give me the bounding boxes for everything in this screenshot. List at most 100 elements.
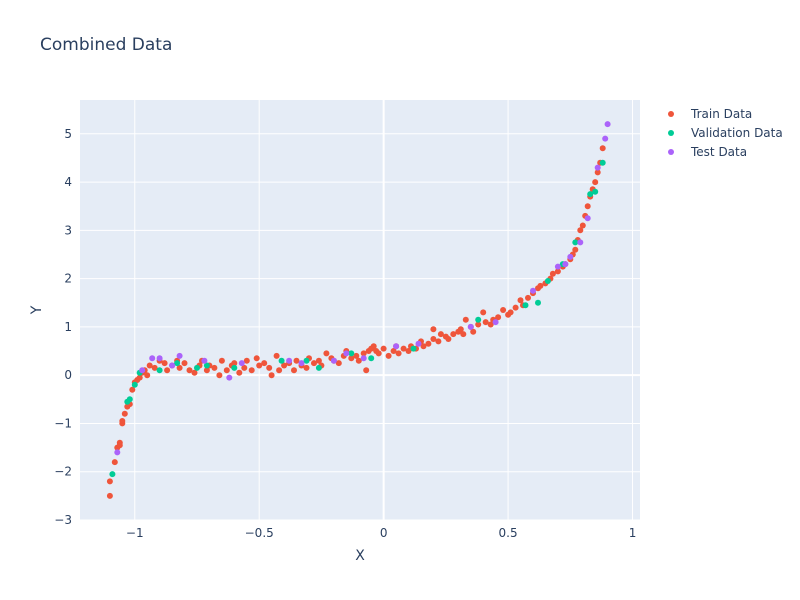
data-point[interactable] xyxy=(385,352,392,359)
data-point[interactable] xyxy=(176,364,183,371)
data-point[interactable] xyxy=(181,360,188,367)
data-point[interactable] xyxy=(281,362,288,369)
data-point[interactable] xyxy=(430,336,437,342)
data-point[interactable] xyxy=(430,326,437,333)
data-point[interactable] xyxy=(248,367,255,374)
data-point[interactable] xyxy=(238,360,245,367)
data-point[interactable] xyxy=(343,350,350,357)
data-point[interactable] xyxy=(562,261,569,268)
data-point[interactable] xyxy=(592,188,599,195)
data-point[interactable] xyxy=(482,319,489,326)
data-point[interactable] xyxy=(415,340,422,347)
legend-item[interactable]: Test Data xyxy=(668,145,747,159)
data-point[interactable] xyxy=(492,319,499,326)
data-point[interactable] xyxy=(139,367,146,374)
data-point[interactable] xyxy=(119,418,126,424)
data-point[interactable] xyxy=(577,239,584,246)
data-point[interactable] xyxy=(577,227,584,234)
data-point[interactable] xyxy=(149,355,156,362)
legend-item[interactable]: Train Data xyxy=(668,107,752,121)
data-point[interactable] xyxy=(273,352,280,359)
data-point[interactable] xyxy=(435,338,442,345)
data-point[interactable] xyxy=(151,364,158,371)
data-point[interactable] xyxy=(218,357,225,364)
data-point[interactable] xyxy=(156,355,163,362)
data-point[interactable] xyxy=(572,246,579,253)
data-point[interactable] xyxy=(286,357,293,364)
data-point[interactable] xyxy=(156,367,163,374)
data-point[interactable] xyxy=(475,321,482,328)
data-point[interactable] xyxy=(174,360,181,367)
data-point[interactable] xyxy=(355,357,362,364)
data-point[interactable] xyxy=(203,367,210,374)
data-point[interactable] xyxy=(109,471,116,478)
data-point[interactable] xyxy=(116,442,123,449)
data-point[interactable] xyxy=(604,121,611,128)
data-point[interactable] xyxy=(226,374,233,381)
data-point[interactable] xyxy=(241,364,248,371)
data-point[interactable] xyxy=(315,357,322,364)
data-point[interactable] xyxy=(470,328,477,335)
data-point[interactable] xyxy=(380,345,387,352)
data-point[interactable] xyxy=(410,345,417,352)
data-point[interactable] xyxy=(535,299,541,306)
data-point[interactable] xyxy=(164,367,171,374)
data-point[interactable] xyxy=(594,169,601,176)
data-point[interactable] xyxy=(500,307,507,313)
data-point[interactable] xyxy=(390,348,397,354)
data-point[interactable] xyxy=(161,360,168,367)
data-point[interactable] xyxy=(393,343,400,350)
data-point[interactable] xyxy=(420,343,427,350)
data-point[interactable] xyxy=(298,360,305,367)
data-point[interactable] xyxy=(445,336,452,342)
data-point[interactable] xyxy=(216,372,223,379)
data-point[interactable] xyxy=(211,364,218,371)
data-point[interactable] xyxy=(231,360,238,367)
data-point[interactable] xyxy=(450,331,457,338)
data-point[interactable] xyxy=(554,268,561,275)
data-point[interactable] xyxy=(176,352,183,359)
data-point[interactable] xyxy=(136,374,143,381)
data-point[interactable] xyxy=(475,316,482,323)
data-point[interactable] xyxy=(268,372,275,379)
data-point[interactable] xyxy=(111,459,118,466)
data-point[interactable] xyxy=(425,340,432,347)
data-point[interactable] xyxy=(121,410,128,417)
data-point[interactable] xyxy=(256,362,263,369)
data-point[interactable] xyxy=(495,314,502,321)
data-point[interactable] xyxy=(587,191,594,198)
data-point[interactable] xyxy=(243,357,250,364)
data-point[interactable] xyxy=(201,357,208,364)
data-point[interactable] xyxy=(480,309,487,316)
data-point[interactable] xyxy=(144,372,151,379)
data-point[interactable] xyxy=(457,326,464,333)
data-point[interactable] xyxy=(549,270,556,277)
data-point[interactable] xyxy=(572,239,579,246)
data-point[interactable] xyxy=(129,386,136,393)
data-point[interactable] xyxy=(554,263,561,270)
data-point[interactable] xyxy=(335,360,342,367)
data-point[interactable] xyxy=(348,355,355,362)
data-point[interactable] xyxy=(253,355,260,362)
data-point[interactable] xyxy=(544,278,551,284)
data-point[interactable] xyxy=(517,297,524,304)
data-point[interactable] xyxy=(330,357,337,364)
data-point[interactable] xyxy=(169,362,176,369)
data-point[interactable] xyxy=(261,360,268,367)
data-point[interactable] xyxy=(602,135,609,142)
data-point[interactable] xyxy=(191,369,198,376)
data-point[interactable] xyxy=(567,253,574,260)
data-point[interactable] xyxy=(405,348,412,354)
data-point[interactable] xyxy=(537,282,544,289)
data-point[interactable] xyxy=(323,350,330,357)
data-point[interactable] xyxy=(303,364,310,371)
data-point[interactable] xyxy=(106,478,113,485)
data-point[interactable] xyxy=(507,309,514,316)
data-point[interactable] xyxy=(584,215,591,222)
data-point[interactable] xyxy=(599,145,606,152)
data-point[interactable] xyxy=(360,350,367,357)
data-point[interactable] xyxy=(487,321,494,328)
data-point[interactable] xyxy=(437,331,444,338)
data-point[interactable] xyxy=(276,367,283,374)
data-point[interactable] xyxy=(223,367,230,374)
